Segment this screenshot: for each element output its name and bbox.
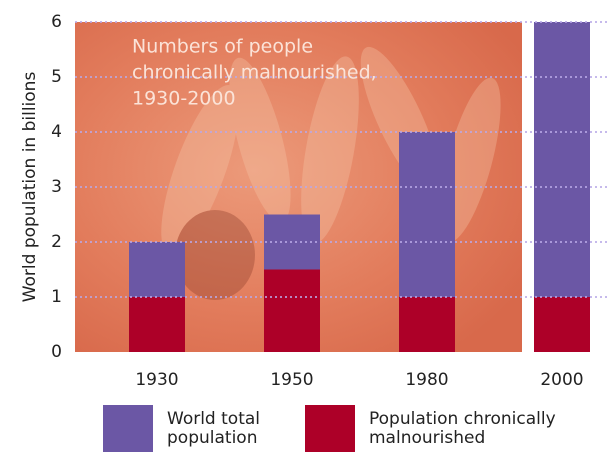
legend-swatch xyxy=(305,405,355,452)
y-tick-label: 0 xyxy=(51,342,62,362)
annotation: chronically malnourished, xyxy=(132,62,377,84)
x-tick-label: 1930 xyxy=(135,370,178,390)
legend-swatch xyxy=(103,405,153,452)
y-tick-label: 5 xyxy=(51,67,62,87)
y-axis-label: World population in billions xyxy=(20,72,40,303)
bar xyxy=(399,297,455,352)
y-tick-label: 1 xyxy=(51,287,62,307)
y-tick-label: 4 xyxy=(51,122,62,142)
x-tick-label: 1950 xyxy=(270,370,313,390)
legend-label: Population chronically malnourished xyxy=(369,410,609,448)
y-tick-label: 2 xyxy=(51,232,62,252)
bar xyxy=(264,270,320,353)
legend-item: World total population xyxy=(103,405,307,452)
x-tick-label: 2000 xyxy=(540,370,583,390)
legend-label: World total population xyxy=(167,410,307,448)
x-tick-label: 1980 xyxy=(405,370,448,390)
page: {"chart_data": {"type": "bar", "overlap"… xyxy=(0,0,609,457)
annotation: 1930-2000 xyxy=(132,88,236,110)
chart: World population in billions 0 1 2 3 4 5 6 1930… xyxy=(0,0,609,457)
bar xyxy=(129,297,185,352)
bar xyxy=(534,297,590,352)
y-tick-label: 6 xyxy=(51,12,62,32)
annotation: Numbers of people xyxy=(132,36,313,58)
legend-item: Population chronically malnourished xyxy=(305,405,609,452)
y-tick-label: 3 xyxy=(51,177,62,197)
